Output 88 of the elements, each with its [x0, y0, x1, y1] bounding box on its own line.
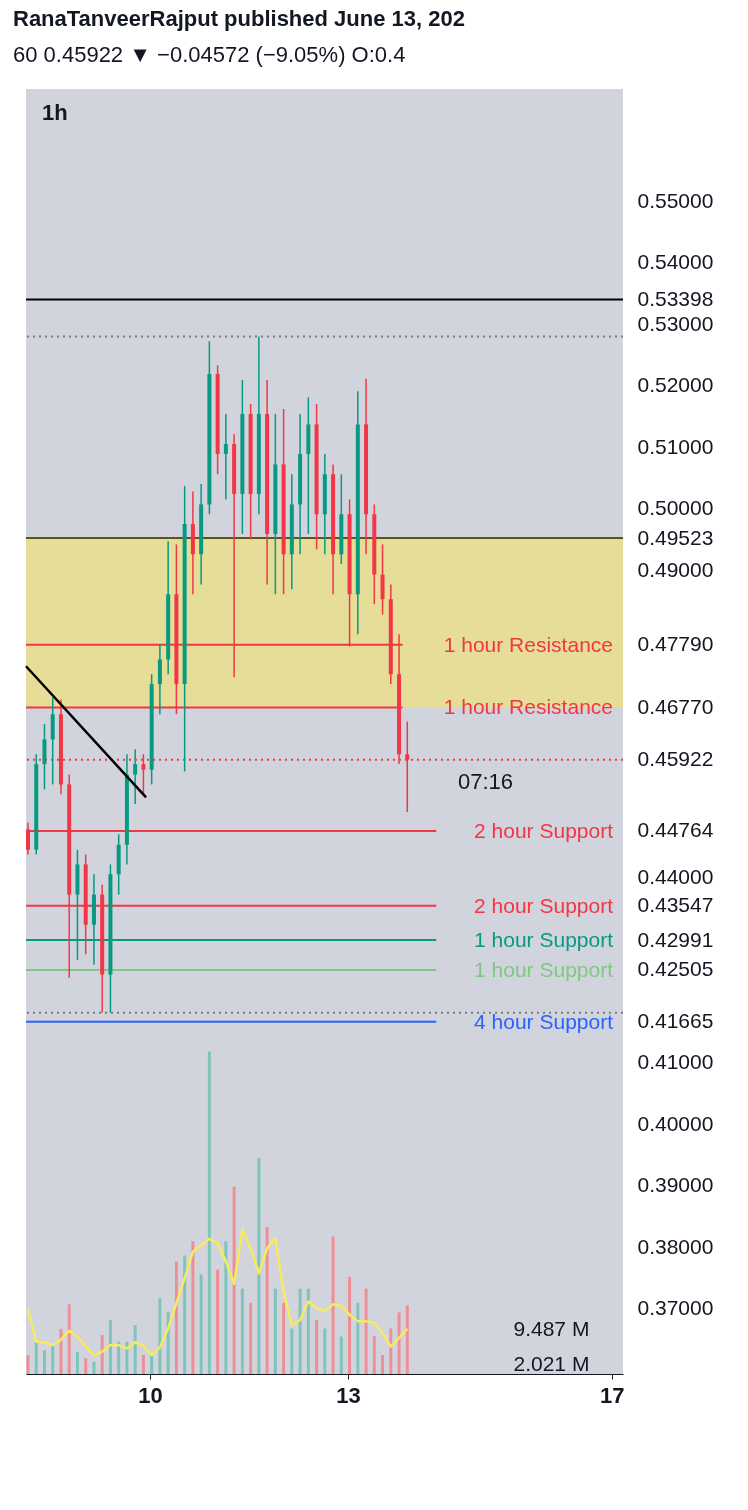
y-tick-label: 0.41665	[637, 1009, 714, 1033]
x-tick-label: 13	[336, 1382, 361, 1408]
y-tick-label: 0.37000	[637, 1296, 714, 1320]
bar	[397, 1312, 401, 1374]
bar	[331, 1236, 335, 1374]
bar	[191, 1241, 195, 1374]
y-tick-label: 0.49000	[637, 557, 714, 581]
bar	[306, 1288, 310, 1374]
bar	[75, 1351, 79, 1374]
bar	[315, 1319, 319, 1374]
bar	[364, 1288, 368, 1374]
bar	[405, 1305, 409, 1374]
bar	[67, 1304, 71, 1374]
bar	[265, 1227, 269, 1374]
bar	[51, 1345, 55, 1374]
bar	[372, 1336, 376, 1374]
y-tick-label: 0.42505	[637, 957, 714, 981]
y-tick-label: 0.44000	[637, 865, 714, 889]
bar	[323, 1328, 327, 1374]
line-series	[26, 1228, 409, 1357]
ref-line-label: 1 hour Resistance	[443, 632, 613, 656]
bar	[249, 1302, 253, 1374]
bar	[174, 1261, 178, 1374]
bar	[141, 1355, 145, 1374]
ref-line-label: 1 hour Support	[474, 928, 614, 952]
bar	[183, 1255, 187, 1374]
bar	[381, 1355, 385, 1374]
y-tick-label: 0.39000	[637, 1173, 714, 1197]
y-tick-label: 0.50000	[637, 496, 714, 520]
bar	[240, 1288, 244, 1374]
y-tick-label: 0.38000	[637, 1234, 714, 1258]
bar	[224, 1241, 228, 1374]
y-tick-label: 0.52000	[637, 373, 714, 397]
ref-line-label: 2 hour Support	[474, 893, 614, 917]
y-tick-label: 0.53000	[637, 311, 714, 335]
y-tick-label: 0.51000	[637, 434, 714, 458]
y-tick-label: 0.42991	[637, 927, 714, 951]
bar	[158, 1298, 162, 1374]
ref-line-label: 2 hour Support	[474, 818, 614, 842]
bar	[125, 1341, 129, 1374]
y-tick-label: 0.49523	[637, 525, 714, 549]
bar	[348, 1276, 352, 1374]
bar	[34, 1340, 38, 1374]
bar	[356, 1302, 360, 1374]
bar	[339, 1336, 343, 1374]
bar	[298, 1288, 302, 1374]
candlestick	[223, 413, 228, 501]
bar	[108, 1319, 112, 1374]
x-tick-label: 17	[600, 1382, 625, 1408]
y-tick-label: 0.41000	[637, 1050, 714, 1074]
ref-line-label: 1 hour Resistance	[443, 695, 613, 719]
bar	[199, 1274, 203, 1374]
y-tick-label: 0.44764	[637, 818, 714, 842]
bar	[273, 1288, 277, 1374]
y-tick-label: 0.40000	[637, 1111, 714, 1135]
y-tick-label: 0.47790	[637, 632, 714, 656]
candlestick	[133, 748, 138, 805]
bar	[84, 1358, 88, 1374]
bar	[282, 1302, 286, 1374]
y-tick-label: 0.45922	[637, 747, 714, 771]
chart-title: RanaTanveerRajput published June 13, 202	[13, 6, 465, 31]
y2-tick-label: 9.487 M	[513, 1316, 590, 1340]
bar	[257, 1158, 261, 1374]
ref-line-label: 1 hour Support	[474, 957, 614, 981]
bar	[232, 1186, 236, 1374]
bar	[26, 1355, 30, 1374]
bar	[92, 1361, 96, 1374]
bar	[100, 1335, 104, 1374]
y-tick-label: 0.43547	[637, 893, 714, 917]
x-tick-label: 10	[138, 1382, 163, 1408]
bar	[207, 1051, 211, 1374]
bar	[150, 1355, 154, 1374]
ref-line-label: 4 hour Support	[474, 1009, 614, 1033]
bar	[42, 1350, 46, 1374]
annotation: 1h	[42, 100, 68, 125]
bar	[117, 1341, 121, 1374]
bar	[389, 1328, 393, 1374]
y-tick-label: 0.46770	[637, 695, 714, 718]
bar	[133, 1325, 137, 1374]
y2-tick-label: 2.021 M	[513, 1351, 590, 1375]
bar	[59, 1328, 63, 1374]
y-tick-label: 0.54000	[637, 250, 714, 274]
bar	[290, 1328, 294, 1374]
chart-subtitle: 60 0.45922 ▼ −0.04572 (−9.05%) O:0.4	[13, 42, 406, 67]
bar	[216, 1269, 220, 1374]
y-tick-label: 0.53398	[637, 287, 714, 311]
annotation: 07:16	[457, 768, 513, 794]
y-tick-label: 0.55000	[637, 188, 714, 212]
